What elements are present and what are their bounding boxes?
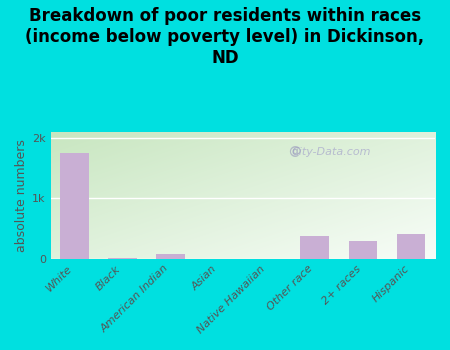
Text: City-Data.com: City-Data.com <box>292 147 371 157</box>
Text: Breakdown of poor residents within races
(income below poverty level) in Dickins: Breakdown of poor residents within races… <box>26 7 424 66</box>
Bar <box>396 234 425 259</box>
Bar <box>60 153 89 259</box>
Y-axis label: absolute numbers: absolute numbers <box>15 139 28 252</box>
Bar <box>156 254 185 259</box>
Bar <box>108 258 137 259</box>
Bar <box>301 236 329 259</box>
Bar <box>348 241 378 259</box>
Text: @: @ <box>288 146 301 159</box>
